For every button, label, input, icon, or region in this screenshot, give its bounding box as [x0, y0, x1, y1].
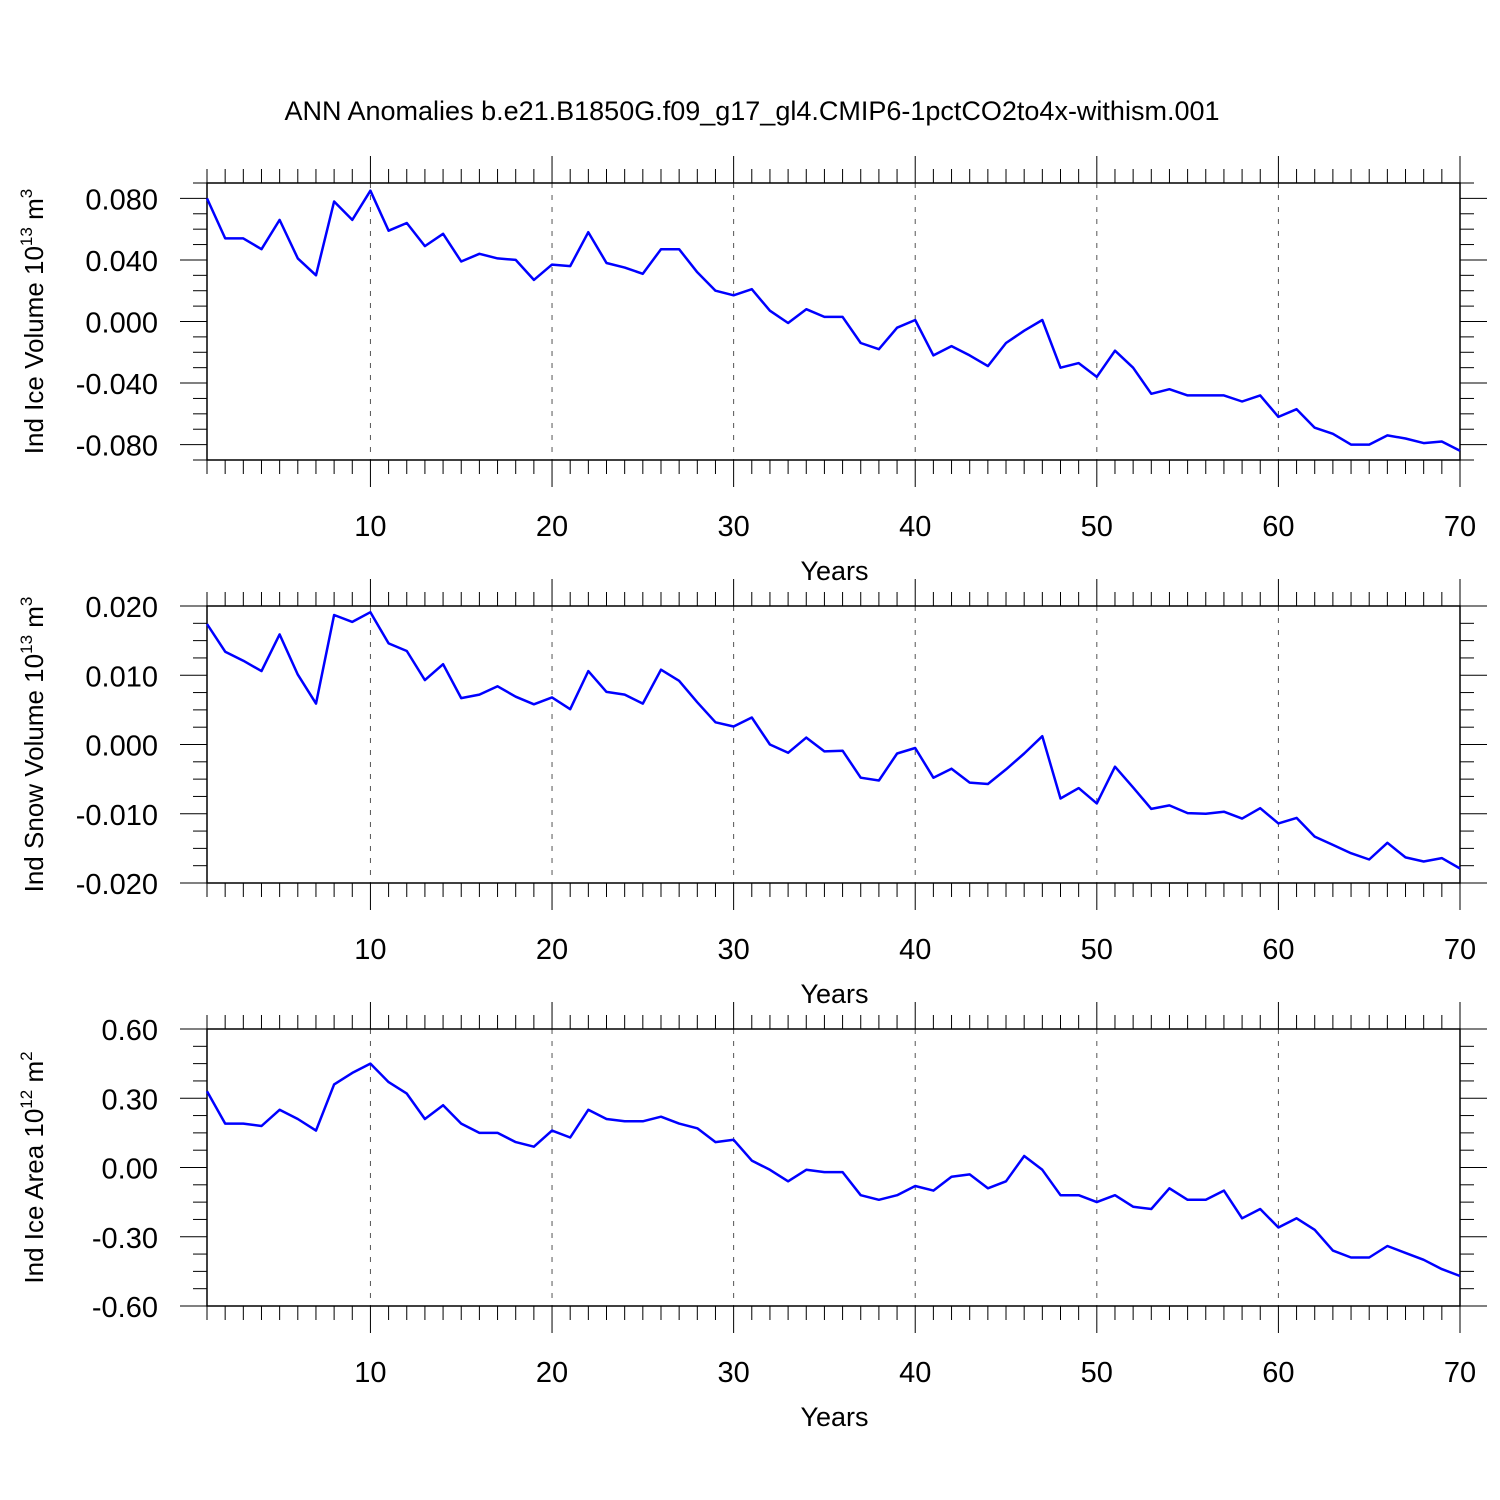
- x-tick-label: 20: [536, 934, 568, 966]
- y-tick-label: 0.080: [85, 184, 158, 216]
- y-tick-label: -0.040: [76, 369, 158, 401]
- y-tick-label: 0.30: [102, 1084, 158, 1116]
- plot-frame: [206, 605, 1461, 884]
- x-axis-label: Years: [800, 1402, 868, 1432]
- y-tick-label: -0.60: [92, 1292, 158, 1324]
- x-tick-label: 70: [1444, 934, 1476, 966]
- x-tick-label: 60: [1262, 934, 1294, 966]
- x-tick-label: 70: [1444, 511, 1476, 543]
- x-axis-label: Years: [800, 979, 868, 1009]
- y-tick-label: -0.080: [76, 431, 158, 463]
- x-tick-label: 40: [899, 934, 931, 966]
- y-tick-label: -0.010: [76, 800, 158, 832]
- panel-2: 0.020 0.010 0.000 -0.010 -0.020 10 20 30 40 50 60 7…: [17, 579, 1487, 1009]
- series-line: [205, 1062, 1461, 1278]
- panels: 0.080 0.040 0.000 -0.040 -0.080 10 20 30 40 50 60 7…: [17, 156, 1487, 1432]
- x-tick-label: 70: [1444, 1357, 1476, 1389]
- x-tick-label: 50: [1081, 934, 1113, 966]
- y-tick-label: 0.000: [85, 731, 158, 763]
- y-tick-label: 0.00: [102, 1154, 158, 1186]
- y-tick-label: 0.010: [85, 661, 158, 693]
- x-tick-label: 40: [899, 1357, 931, 1389]
- panel-1: 0.080 0.040 0.000 -0.040 -0.080 10 20 30 40 50 60 7…: [17, 156, 1487, 586]
- plot-frame: [206, 182, 1461, 461]
- x-tick-label: 40: [899, 511, 931, 543]
- y-axis-label: Ind Ice Volume 1013 m3: [17, 189, 49, 454]
- plot-frame: [206, 1028, 1461, 1307]
- x-axis-label: Years: [800, 556, 868, 586]
- y-tick-label: 0.000: [85, 308, 158, 340]
- x-tick-label: 30: [717, 1357, 749, 1389]
- x-tick-label: 10: [354, 1357, 386, 1389]
- panel-3: 0.60 0.30 0.00 -0.30 -0.60 10 20 30 40 50 60 70 Year…: [17, 1002, 1487, 1432]
- x-tick-label: 50: [1081, 1357, 1113, 1389]
- y-tick-label: -0.020: [76, 869, 158, 901]
- x-tick-label: 30: [717, 934, 749, 966]
- x-tick-label: 50: [1081, 511, 1113, 543]
- y-tick-label: 0.020: [85, 592, 158, 624]
- y-axis-label: Ind Ice Area 1012 m2: [17, 1051, 49, 1283]
- y-tick-label: -0.30: [92, 1223, 158, 1255]
- series-line: [205, 610, 1461, 870]
- y-tick-label: 0.60: [102, 1015, 158, 1047]
- x-tick-label: 10: [354, 511, 386, 543]
- x-tick-label: 60: [1262, 1357, 1294, 1389]
- x-tick-label: 10: [354, 934, 386, 966]
- x-tick-label: 20: [536, 511, 568, 543]
- x-tick-label: 30: [717, 511, 749, 543]
- x-tick-label: 20: [536, 1357, 568, 1389]
- series-line: [205, 189, 1461, 452]
- y-tick-label: 0.040: [85, 246, 158, 278]
- y-axis-label: Ind Snow Volume 1013 m3: [17, 597, 49, 893]
- x-tick-label: 60: [1262, 511, 1294, 543]
- figure-title: ANN Anomalies b.e21.B1850G.f09_g17_gl4.C…: [284, 96, 1219, 126]
